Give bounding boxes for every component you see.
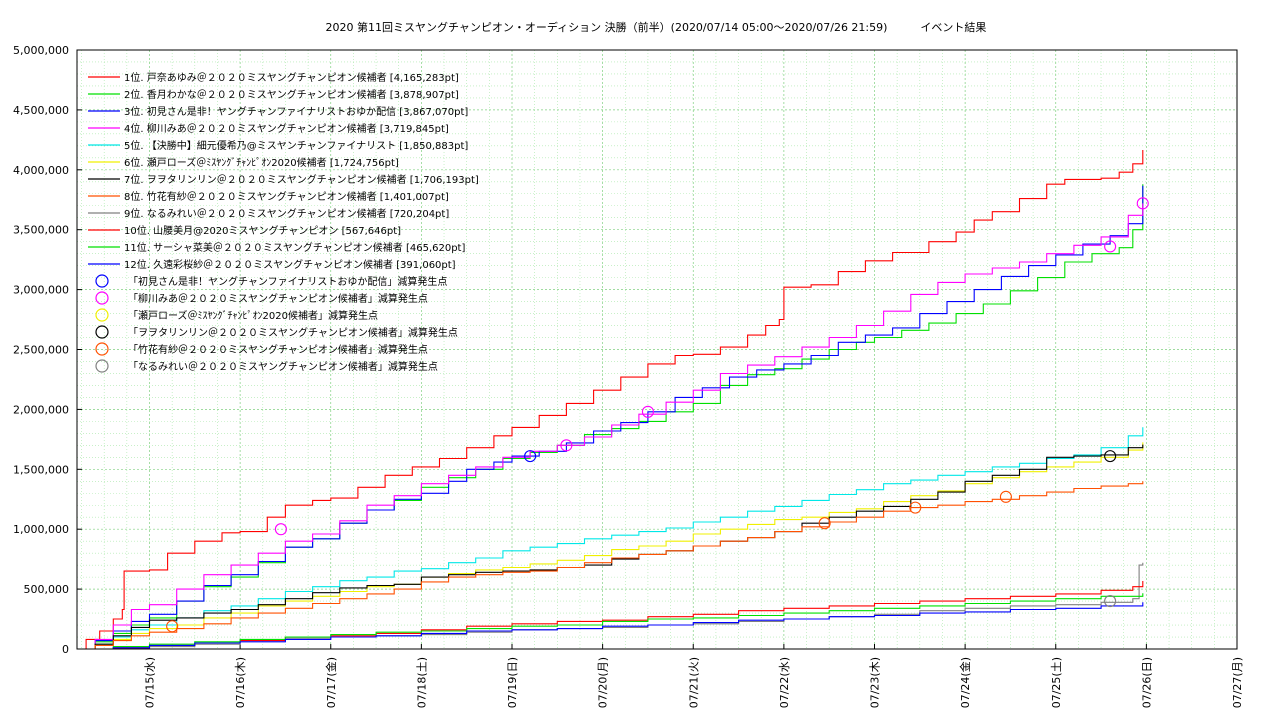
x-tick-label: 07/17(金) bbox=[324, 657, 338, 708]
legend-entry: 3位. 初見さん是非！ヤングチャンファイナリストおゆか配信 [3,867,070… bbox=[124, 105, 468, 118]
x-tick-label: 07/21(火) bbox=[687, 657, 700, 708]
legend-marker-swatch bbox=[95, 325, 109, 339]
legend-entry: 10位. 山腰美月@2020ミスヤングチャンピオン [567,646pt] bbox=[124, 224, 401, 237]
x-tick-label: 07/19(日) bbox=[506, 657, 519, 708]
x-tick-label: 07/23(木) bbox=[869, 657, 882, 708]
y-tick-label: 3,000,000 bbox=[13, 284, 69, 297]
x-tick-label: 07/24(金) bbox=[958, 657, 972, 708]
y-tick-label: 1,500,000 bbox=[13, 463, 69, 476]
x-tick-label: 07/25(土) bbox=[1050, 657, 1063, 708]
reduction-marker bbox=[818, 517, 831, 530]
reduction-marker bbox=[641, 405, 654, 418]
x-tick-label: 07/26(日) bbox=[1140, 657, 1153, 708]
legend-entry: 4位. 柳川みあ＠２０２０ミスヤングチャンピオン候補者 [3,719,845pt… bbox=[124, 122, 449, 135]
legend-entry: 2位. 香月わかな＠２０２０ミスヤングチャンピオン候補者 [3,878,907p… bbox=[124, 88, 459, 101]
reduction-marker bbox=[909, 501, 922, 514]
reduction-marker bbox=[999, 490, 1012, 503]
x-tick-label: 07/20(月) bbox=[597, 657, 610, 708]
y-tick-label: 500,000 bbox=[24, 583, 70, 596]
plot-area: 0 500,000 1,000,000 1,500,000 2,000,000 2,500… bbox=[13, 44, 1244, 708]
reduction-marker bbox=[524, 450, 537, 463]
series-line-11 bbox=[81, 593, 1144, 650]
legend-entry: 「瀬戸ローズ＠ﾐｽﾔﾝｸﾞﾁｬﾝﾋﾟｵﾝ2020候補者」減算発生点 bbox=[128, 309, 378, 322]
legend-marker-swatch bbox=[95, 308, 109, 322]
chart-title: 2020 第11回ミスヤングチャンピオン・オーディション 決勝（前半）(2020… bbox=[326, 20, 987, 34]
y-tick-label: 2,000,000 bbox=[13, 403, 69, 416]
reduction-marker bbox=[1104, 240, 1117, 253]
legend-marker-swatch bbox=[95, 342, 109, 356]
series-line-6 bbox=[81, 442, 1144, 650]
legend-entry: 「なるみれい＠２０２０ミスヤングチャンピオン候補者」減算発生点 bbox=[128, 360, 438, 373]
reduction-marker bbox=[560, 439, 573, 452]
x-tick-label: 07/15(水) bbox=[144, 657, 157, 708]
legend-entry: 「竹花有紗＠２０２０ミスヤングチャンピオン候補者」減算発生点 bbox=[128, 343, 428, 356]
series-line-8 bbox=[81, 481, 1144, 650]
x-tick-label: 07/22(水) bbox=[778, 657, 791, 708]
reduction-marker bbox=[274, 523, 287, 536]
legend-entry: 7位. ヲヲタリンリン＠２０２０ミスヤングチャンピオン候補者 [1,706,19… bbox=[124, 173, 479, 186]
x-tick-label: 07/16(木) bbox=[234, 657, 247, 708]
legend-entry: 8位. 竹花有紗＠２０２０ミスヤングチャンピオン候補者 [1,401,007pt… bbox=[124, 190, 449, 203]
y-tick-label: 3,500,000 bbox=[13, 224, 69, 237]
legend-entry: 12位. 久遠彩桜紗＠２０２０ミスヤングチャンピオン候補者 [391,060pt… bbox=[124, 258, 456, 271]
reduction-marker bbox=[1104, 595, 1117, 608]
y-tick-label: 2,500,000 bbox=[13, 344, 69, 357]
series-line-7 bbox=[81, 444, 1144, 650]
legend-entry: 5位. 【決勝中】細元優希乃@ミスヤンチャンファイナリスト [1,850,883… bbox=[124, 139, 468, 152]
series-line-1 bbox=[77, 150, 1144, 650]
legend-marker-swatch bbox=[95, 291, 109, 305]
series-line-12 bbox=[81, 602, 1144, 650]
reduction-marker bbox=[1136, 197, 1149, 210]
y-tick-label: 5,000,000 bbox=[13, 44, 69, 57]
plot-frame bbox=[76, 49, 1238, 650]
y-tick-label: 1,000,000 bbox=[13, 523, 69, 536]
x-tick-label: 07/27(月) bbox=[1231, 657, 1244, 708]
x-tick-label: 07/18(土) bbox=[415, 657, 428, 708]
y-tick-label: 4,500,000 bbox=[13, 104, 69, 117]
legend-entry: 「初見さん是非！ヤングチャンファイナリストおゆか配信」減算発生点 bbox=[128, 275, 447, 288]
legend-marker-swatch bbox=[95, 359, 109, 373]
y-tick-label: 0 bbox=[62, 643, 69, 656]
legend-entry: 9位. なるみれい＠２０２０ミスヤングチャンピオン候補者 [720,204pt] bbox=[124, 207, 449, 220]
legend-entry: 「柳川みあ＠２０２０ミスヤングチャンピオン候補者」減算発生点 bbox=[128, 292, 428, 305]
legend-entry: 1位. 戸奈あゆみ＠２０２０ミスヤングチャンピオン候補者 [4,165,283p… bbox=[124, 71, 459, 84]
series-line-5 bbox=[81, 427, 1144, 650]
series-line-4 bbox=[81, 203, 1144, 650]
reduction-marker bbox=[166, 620, 179, 633]
legend-entry: 「ヲヲタリンリン＠２０２０ミスヤングチャンピオン候補者」減算発生点 bbox=[128, 326, 458, 339]
legend-entry: 6位. 瀬戸ローズ＠ﾐｽﾔﾝｸﾞﾁｬﾝﾋﾟｵﾝ2020候補者 [1,724,75… bbox=[124, 156, 399, 169]
y-tick-label: 4,000,000 bbox=[13, 164, 69, 177]
legend-marker-swatch bbox=[95, 274, 109, 288]
reduction-marker bbox=[1104, 450, 1117, 463]
legend-entry: 11位. サーシャ菜美＠２０２０ミスヤングチャンピオン候補者 [465,620p… bbox=[124, 241, 465, 254]
